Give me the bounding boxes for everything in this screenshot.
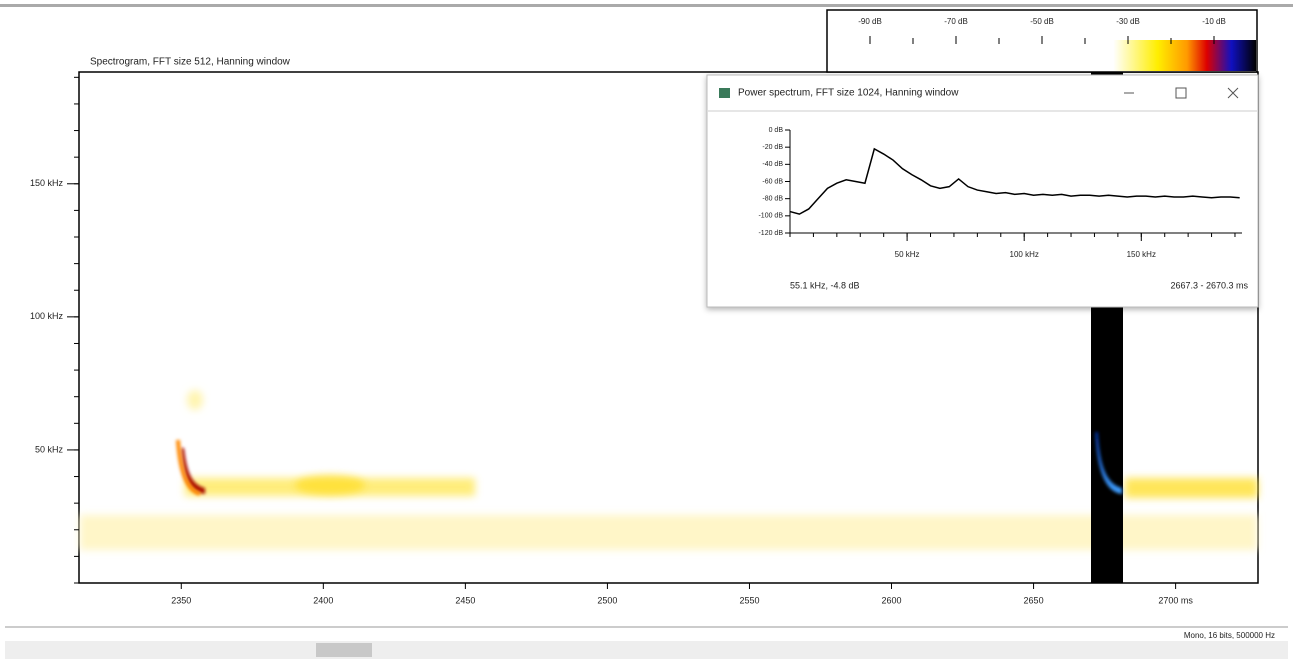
x-tick-label: 2400 [313, 595, 333, 605]
call-tail [295, 475, 365, 495]
spectrogram-title: Spectrogram, FFT size 512, Hanning windo… [90, 57, 291, 68]
y-tick-label: -40 dB [762, 161, 783, 168]
call-harmonic [187, 390, 203, 410]
time-range: 2667.3 - 2670.3 ms [1170, 280, 1248, 290]
scale-label: -50 dB [1030, 17, 1054, 26]
y-tick-label: 50 kHz [35, 444, 64, 454]
y-tick-label: 0 dB [769, 127, 784, 134]
status-text: Mono, 16 bits, 500000 Hz [1184, 631, 1275, 640]
y-tick-label: 150 kHz [30, 178, 64, 188]
x-tick-label: 50 kHz [895, 250, 920, 259]
cursor-readout: 55.1 kHz, -4.8 dB [790, 280, 860, 290]
scrollbar[interactable] [5, 641, 1288, 659]
x-tick-label: 2350 [171, 595, 191, 605]
x-tick-label: 2700 ms [1158, 595, 1193, 605]
call-tail [1125, 478, 1258, 498]
scrollbar-thumb[interactable] [316, 643, 372, 657]
x-tick-label: 2550 [739, 595, 759, 605]
top-border [0, 4, 1293, 7]
x-tick-label: 2600 [882, 595, 902, 605]
y-tick-label: -100 dB [758, 213, 783, 220]
x-tick-label: 150 kHz [1127, 250, 1156, 259]
y-tick-label: 100 kHz [30, 311, 64, 321]
scale-label: -70 dB [944, 17, 968, 26]
color-scale-bar [1010, 40, 1256, 71]
x-tick-label: 2450 [455, 595, 475, 605]
scale-label: -30 dB [1116, 17, 1140, 26]
x-tick-label: 2650 [1024, 595, 1044, 605]
app-window: Spectrogram, FFT size 512, Hanning windo… [0, 0, 1293, 659]
window-title: Power spectrum, FFT size 1024, Hanning w… [738, 88, 959, 99]
x-tick-label: 2500 [597, 595, 617, 605]
y-tick-label: -60 dB [762, 178, 783, 185]
window-icon [719, 88, 730, 98]
y-tick-label: -120 dB [758, 230, 783, 237]
x-tick-label: 100 kHz [1010, 250, 1039, 259]
y-tick-label: -80 dB [762, 196, 783, 203]
scale-label: -90 dB [858, 17, 882, 26]
noise-band [80, 515, 1257, 550]
y-tick-label: -20 dB [762, 144, 783, 151]
scale-label: -10 dB [1202, 17, 1226, 26]
